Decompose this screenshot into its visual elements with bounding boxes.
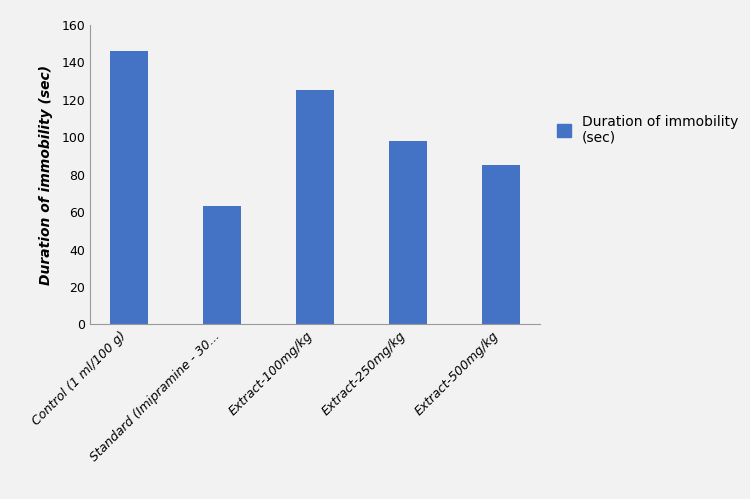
Y-axis label: Duration of immobility (sec): Duration of immobility (sec) [39,64,53,285]
Bar [110,51,148,324]
Bar [203,207,241,324]
Bar [296,90,334,324]
Legend: Duration of immobility
(sec): Duration of immobility (sec) [551,109,744,150]
Bar [389,141,427,324]
Bar [482,165,520,324]
